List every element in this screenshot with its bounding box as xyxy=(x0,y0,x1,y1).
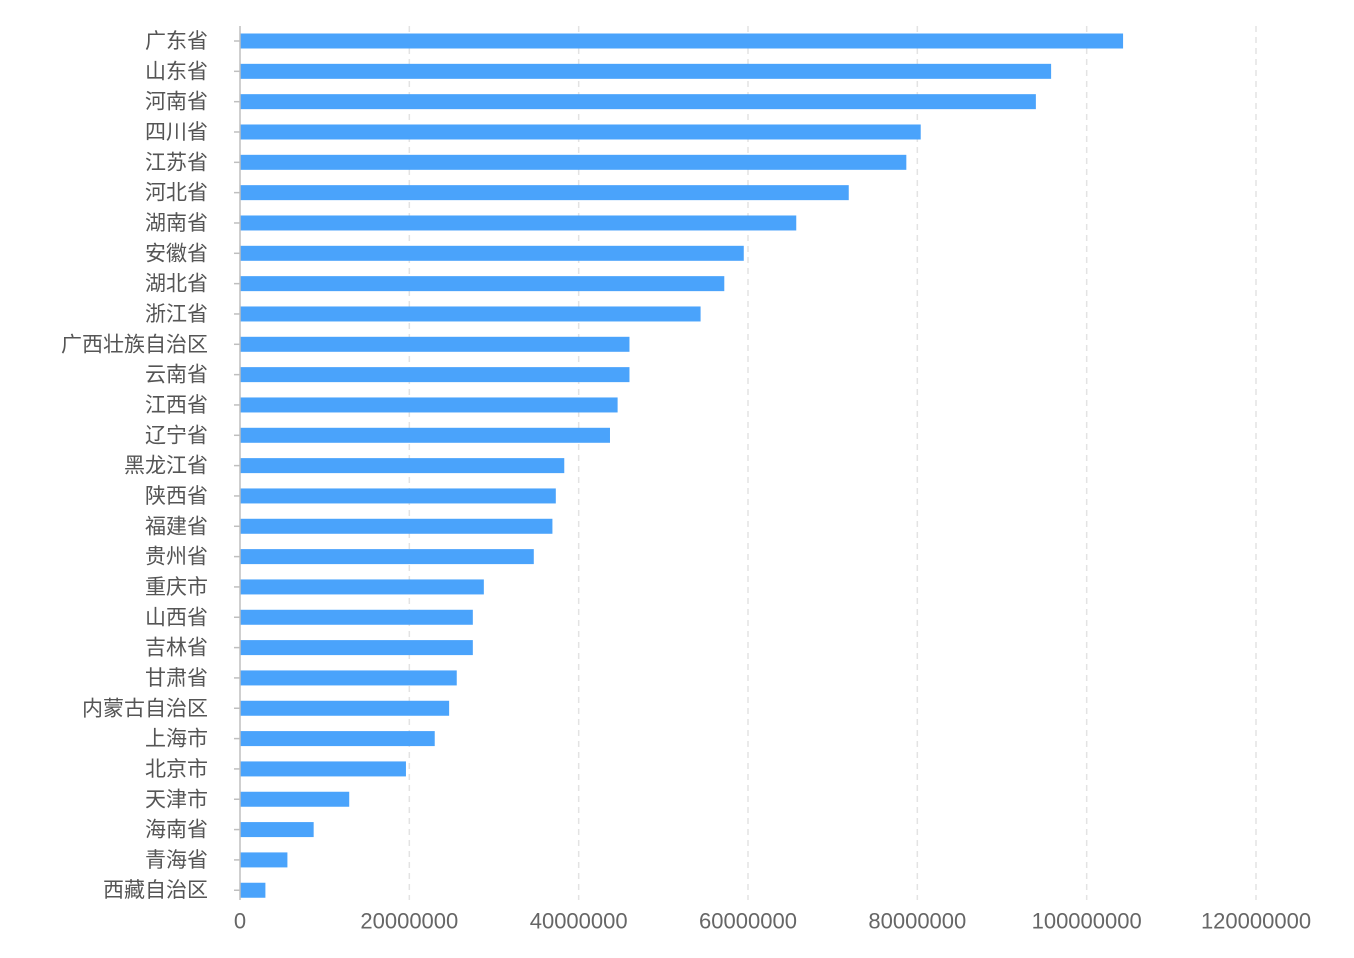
category-label: 江苏省 xyxy=(145,150,208,174)
category-label: 北京市 xyxy=(145,757,208,781)
category-label: 天津市 xyxy=(145,787,208,811)
bar-河南省[interactable] xyxy=(240,94,1036,110)
bar-青海省[interactable] xyxy=(240,852,288,868)
bar-江西省[interactable] xyxy=(240,397,618,413)
x-tick-label: 60000000 xyxy=(699,909,797,934)
bar-湖南省[interactable] xyxy=(240,215,797,231)
category-label: 内蒙古自治区 xyxy=(82,696,208,720)
bar-广东省[interactable] xyxy=(240,33,1124,49)
category-label: 甘肃省 xyxy=(145,666,208,690)
bar-陕西省[interactable] xyxy=(240,488,556,504)
category-label: 山东省 xyxy=(145,59,208,83)
bar-吉林省[interactable] xyxy=(240,640,473,656)
bar-上海市[interactable] xyxy=(240,731,435,747)
bar-内蒙古自治区[interactable] xyxy=(240,700,450,716)
bar-广西壮族自治区[interactable] xyxy=(240,336,630,352)
bar-四川省[interactable] xyxy=(240,124,921,140)
x-tick-label: 20000000 xyxy=(360,909,458,934)
category-label: 山西省 xyxy=(145,605,208,629)
grid-layer xyxy=(408,26,1257,900)
category-label: 黑龙江省 xyxy=(124,454,208,478)
category-label: 海南省 xyxy=(145,818,208,842)
bar-湖北省[interactable] xyxy=(240,276,725,292)
category-label: 浙江省 xyxy=(145,302,208,326)
bar-浙江省[interactable] xyxy=(240,306,701,322)
bar-海南省[interactable] xyxy=(240,822,314,838)
category-label: 陕西省 xyxy=(145,484,208,508)
bar-贵州省[interactable] xyxy=(240,549,534,565)
category-label: 重庆市 xyxy=(145,575,208,599)
category-label: 河北省 xyxy=(145,181,208,205)
bar-安徽省[interactable] xyxy=(240,245,744,261)
bar-甘肃省[interactable] xyxy=(240,670,457,686)
x-tick-label: 40000000 xyxy=(530,909,628,934)
category-label: 安徽省 xyxy=(145,241,208,265)
bar-山东省[interactable] xyxy=(240,63,1052,79)
category-label: 西藏自治区 xyxy=(103,878,208,902)
bar-天津市[interactable] xyxy=(240,791,350,807)
category-label: 辽宁省 xyxy=(145,423,208,447)
labels-layer: 广东省山东省河南省四川省江苏省河北省湖南省安徽省湖北省浙江省广西壮族自治区云南省… xyxy=(61,29,1311,934)
bar-山西省[interactable] xyxy=(240,609,473,625)
category-label: 湖北省 xyxy=(145,272,208,296)
category-label: 广东省 xyxy=(145,29,208,53)
x-tick-label: 0 xyxy=(234,909,246,934)
bar-西藏自治区[interactable] xyxy=(240,882,266,898)
category-label: 河南省 xyxy=(145,90,208,114)
category-label: 广西壮族自治区 xyxy=(61,332,208,356)
bar-北京市[interactable] xyxy=(240,761,406,777)
category-label: 上海市 xyxy=(145,727,208,751)
bar-云南省[interactable] xyxy=(240,367,630,383)
x-tick-label: 120000000 xyxy=(1201,909,1311,934)
bar-福建省[interactable] xyxy=(240,518,553,534)
bars-layer xyxy=(240,33,1124,898)
category-label: 江西省 xyxy=(145,393,208,417)
category-label: 吉林省 xyxy=(145,636,208,660)
bar-重庆市[interactable] xyxy=(240,579,484,595)
bar-河北省[interactable] xyxy=(240,185,849,201)
bar-江苏省[interactable] xyxy=(240,154,907,170)
axis-layer xyxy=(234,26,241,900)
bar-黑龙江省[interactable] xyxy=(240,458,565,474)
category-label: 四川省 xyxy=(145,120,208,144)
category-label: 云南省 xyxy=(145,363,208,387)
x-tick-label: 100000000 xyxy=(1032,909,1142,934)
x-tick-label: 80000000 xyxy=(868,909,966,934)
category-label: 青海省 xyxy=(145,848,208,872)
category-label: 贵州省 xyxy=(145,545,208,569)
category-label: 湖南省 xyxy=(145,211,208,235)
category-label: 福建省 xyxy=(145,514,208,538)
bar-辽宁省[interactable] xyxy=(240,427,610,443)
